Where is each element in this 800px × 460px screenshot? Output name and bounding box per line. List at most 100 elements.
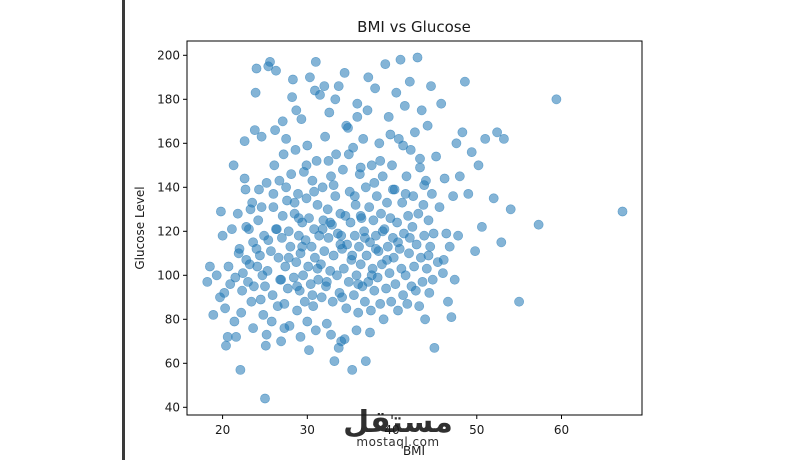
scatter-point — [292, 281, 302, 292]
scatter-point — [239, 136, 250, 146]
scatter-point — [297, 241, 308, 252]
scatter-point — [551, 94, 562, 105]
scatter-point — [488, 193, 499, 204]
scatter-point — [254, 184, 264, 195]
scatter-point — [449, 274, 460, 285]
scatter-point — [253, 215, 264, 226]
scatter-point — [420, 314, 430, 325]
scatter-point — [228, 160, 239, 171]
watermark-logo: مستقل mostaql.com — [343, 405, 453, 449]
scatter-point — [304, 72, 315, 83]
scatter-point — [347, 250, 358, 261]
scatter-point — [444, 241, 455, 252]
scatter-point — [283, 252, 294, 263]
scatter-point — [374, 138, 385, 149]
y-axis: 40 60 80 100 120 140 160 180 200 — [157, 48, 187, 414]
scatter-point — [617, 206, 628, 217]
scatter-point — [221, 340, 231, 351]
scatter-point — [439, 173, 450, 184]
scatter-point — [251, 63, 262, 74]
scatter-point — [220, 303, 230, 314]
scatter-point — [376, 208, 386, 219]
scatter-point — [360, 356, 371, 366]
scatter-point — [317, 224, 328, 234]
scatter-point — [392, 217, 402, 228]
scatter-point — [480, 133, 491, 144]
scatter-point — [382, 254, 392, 265]
scatter-point — [288, 272, 299, 283]
scatter-point — [307, 290, 318, 300]
scatter-point — [223, 261, 234, 272]
scatter-point — [276, 336, 286, 347]
scatter-point — [355, 210, 366, 221]
scatter-point — [360, 182, 371, 193]
y-tick-label: 180 — [157, 92, 180, 106]
scatter-point — [237, 285, 247, 296]
scatter-point — [336, 230, 347, 241]
scatter-point — [222, 331, 233, 342]
scatter-point — [271, 224, 281, 234]
scatter-point — [446, 312, 457, 322]
scatter-point — [273, 252, 284, 263]
scatter-point — [279, 298, 290, 309]
x-axis-label: BMI — [403, 444, 425, 458]
scatter-point — [244, 259, 255, 270]
scatter-point — [343, 276, 354, 287]
scatter-point — [463, 188, 474, 199]
x-tick-label: 30 — [300, 423, 315, 437]
scatter-point — [393, 237, 403, 248]
scatter-point — [448, 191, 458, 201]
scatter-point — [247, 197, 258, 208]
scatter-point — [404, 248, 414, 259]
scatter-point — [361, 250, 372, 261]
scatter-point — [246, 296, 257, 307]
scatter-point — [260, 340, 271, 351]
scatter-point — [277, 116, 288, 127]
scatter-point — [341, 120, 352, 131]
scatter-point — [417, 276, 428, 287]
scatter-point — [370, 243, 381, 254]
x-tick-label: 20 — [215, 423, 230, 437]
scatter-point — [306, 241, 317, 252]
scatter-point — [289, 197, 300, 208]
scatter-point — [341, 303, 352, 314]
left-divider — [122, 0, 125, 460]
scatter-point — [277, 210, 288, 221]
y-tick-label: 120 — [157, 224, 180, 238]
scatter-point — [256, 131, 267, 142]
scatter-point — [370, 83, 380, 94]
scatter-point — [345, 217, 356, 228]
x-tick-label: 60 — [554, 423, 569, 437]
plot-area — [186, 40, 643, 416]
scatter-point — [414, 301, 425, 311]
scatter-point — [303, 261, 314, 272]
scatter-point — [263, 235, 274, 245]
scatter-point — [298, 270, 308, 281]
scatter-point — [355, 162, 366, 173]
scatter-point — [261, 329, 272, 340]
scatter-point — [279, 323, 290, 333]
scatter-point — [355, 259, 366, 270]
scatter-point — [293, 188, 303, 199]
scatter-point — [333, 81, 344, 91]
scatter-point — [352, 98, 363, 109]
scatter-point — [365, 305, 376, 316]
scatter-point — [310, 57, 321, 67]
scatter-point — [404, 232, 415, 243]
scatter-point — [426, 188, 437, 199]
scatter-point — [301, 193, 312, 204]
scatter-point — [403, 210, 413, 221]
scatter-point — [359, 232, 370, 243]
scatter-point — [375, 298, 386, 309]
scatter-point — [293, 213, 304, 223]
scatter-point — [385, 129, 396, 140]
scatter-point — [321, 318, 332, 329]
scatter-point — [428, 228, 439, 239]
scatter-point — [319, 81, 330, 91]
scatter-point — [250, 87, 261, 98]
scatter-point — [283, 226, 294, 237]
scatter-point — [423, 250, 434, 261]
scatter-point — [422, 120, 433, 131]
scatter-point — [287, 92, 297, 102]
